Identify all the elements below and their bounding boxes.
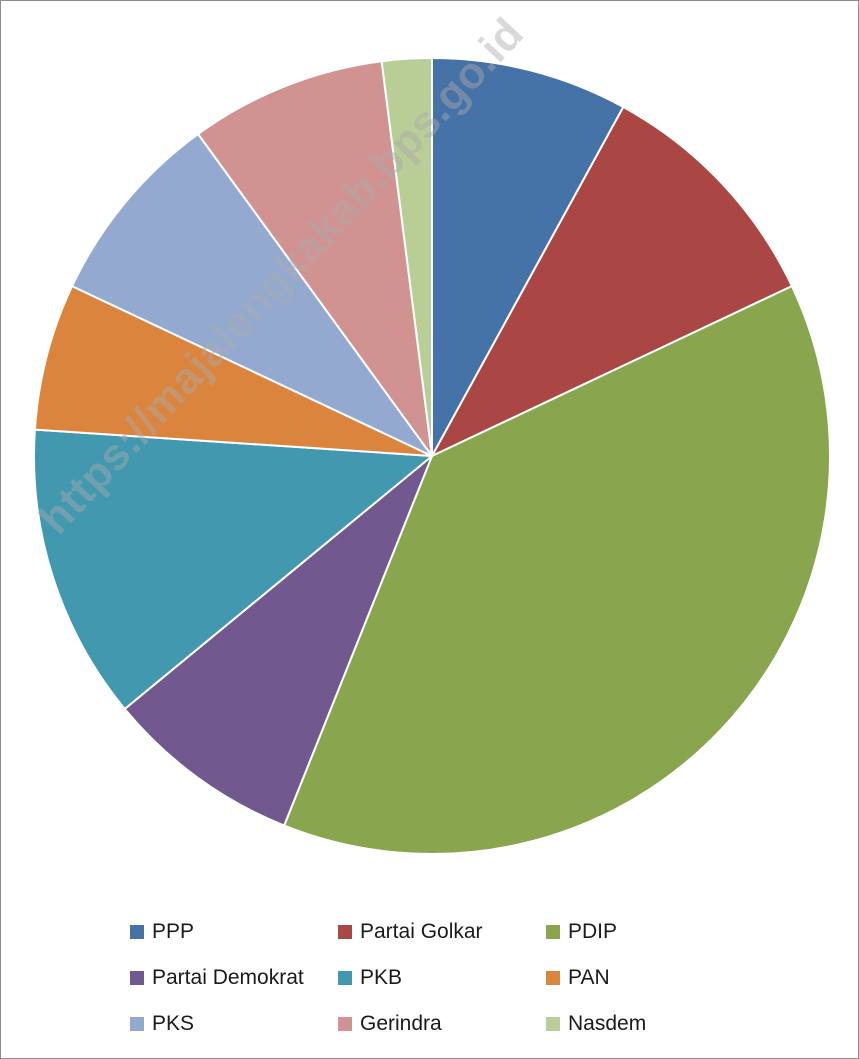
legend-item-ppp: PPP: [130, 920, 194, 944]
legend-label: PKB: [360, 966, 403, 989]
legend-label: PAN: [568, 966, 610, 989]
pie-slice-pan: [33, 284, 433, 457]
legend-label: Gerindra: [360, 1012, 442, 1035]
legend-item-pdip: PDIP: [546, 920, 617, 944]
legend-swatch: [546, 925, 560, 939]
legend-swatch: [546, 971, 560, 985]
pie-slice-gerindra: [196, 60, 433, 457]
pie-slice-partai-golkar: [429, 105, 794, 459]
pie-slice-pdip: [282, 284, 831, 855]
pie-slice-ppp: [431, 56, 625, 457]
legend-item-pks: PKS: [130, 1012, 194, 1036]
legend-swatch: [338, 925, 352, 939]
legend-swatch: [130, 925, 144, 939]
legend-label: Partai Demokrat: [152, 966, 304, 989]
legend-label: PPP: [152, 920, 195, 943]
legend-item-partai-golkar: Partai Golkar: [338, 920, 483, 944]
pie-slice-pks: [70, 132, 433, 457]
legend-item-partai-demokrat: Partai Demokrat: [130, 966, 304, 990]
legend-item-pkb: PKB: [338, 966, 402, 990]
pie-slice-partai-demokrat: [123, 455, 433, 827]
legend-label: Partai Golkar: [360, 920, 483, 943]
legend-label: Nasdem: [568, 1012, 647, 1035]
legend-label: PKS: [152, 1012, 195, 1035]
pie-slice-nasdem: [380, 56, 433, 457]
legend-label: PDIP: [568, 920, 618, 943]
legend-swatch: [130, 1017, 144, 1031]
legend-swatch: [546, 1017, 560, 1031]
legend-swatch: [338, 971, 352, 985]
legend-item-pan: PAN: [546, 966, 610, 990]
legend-item-nasdem: Nasdem: [546, 1012, 646, 1036]
legend-swatch: [338, 1017, 352, 1031]
legend-item-gerindra: Gerindra: [338, 1012, 442, 1036]
pie-slice-pkb: [33, 428, 435, 711]
legend-swatch: [130, 971, 144, 985]
